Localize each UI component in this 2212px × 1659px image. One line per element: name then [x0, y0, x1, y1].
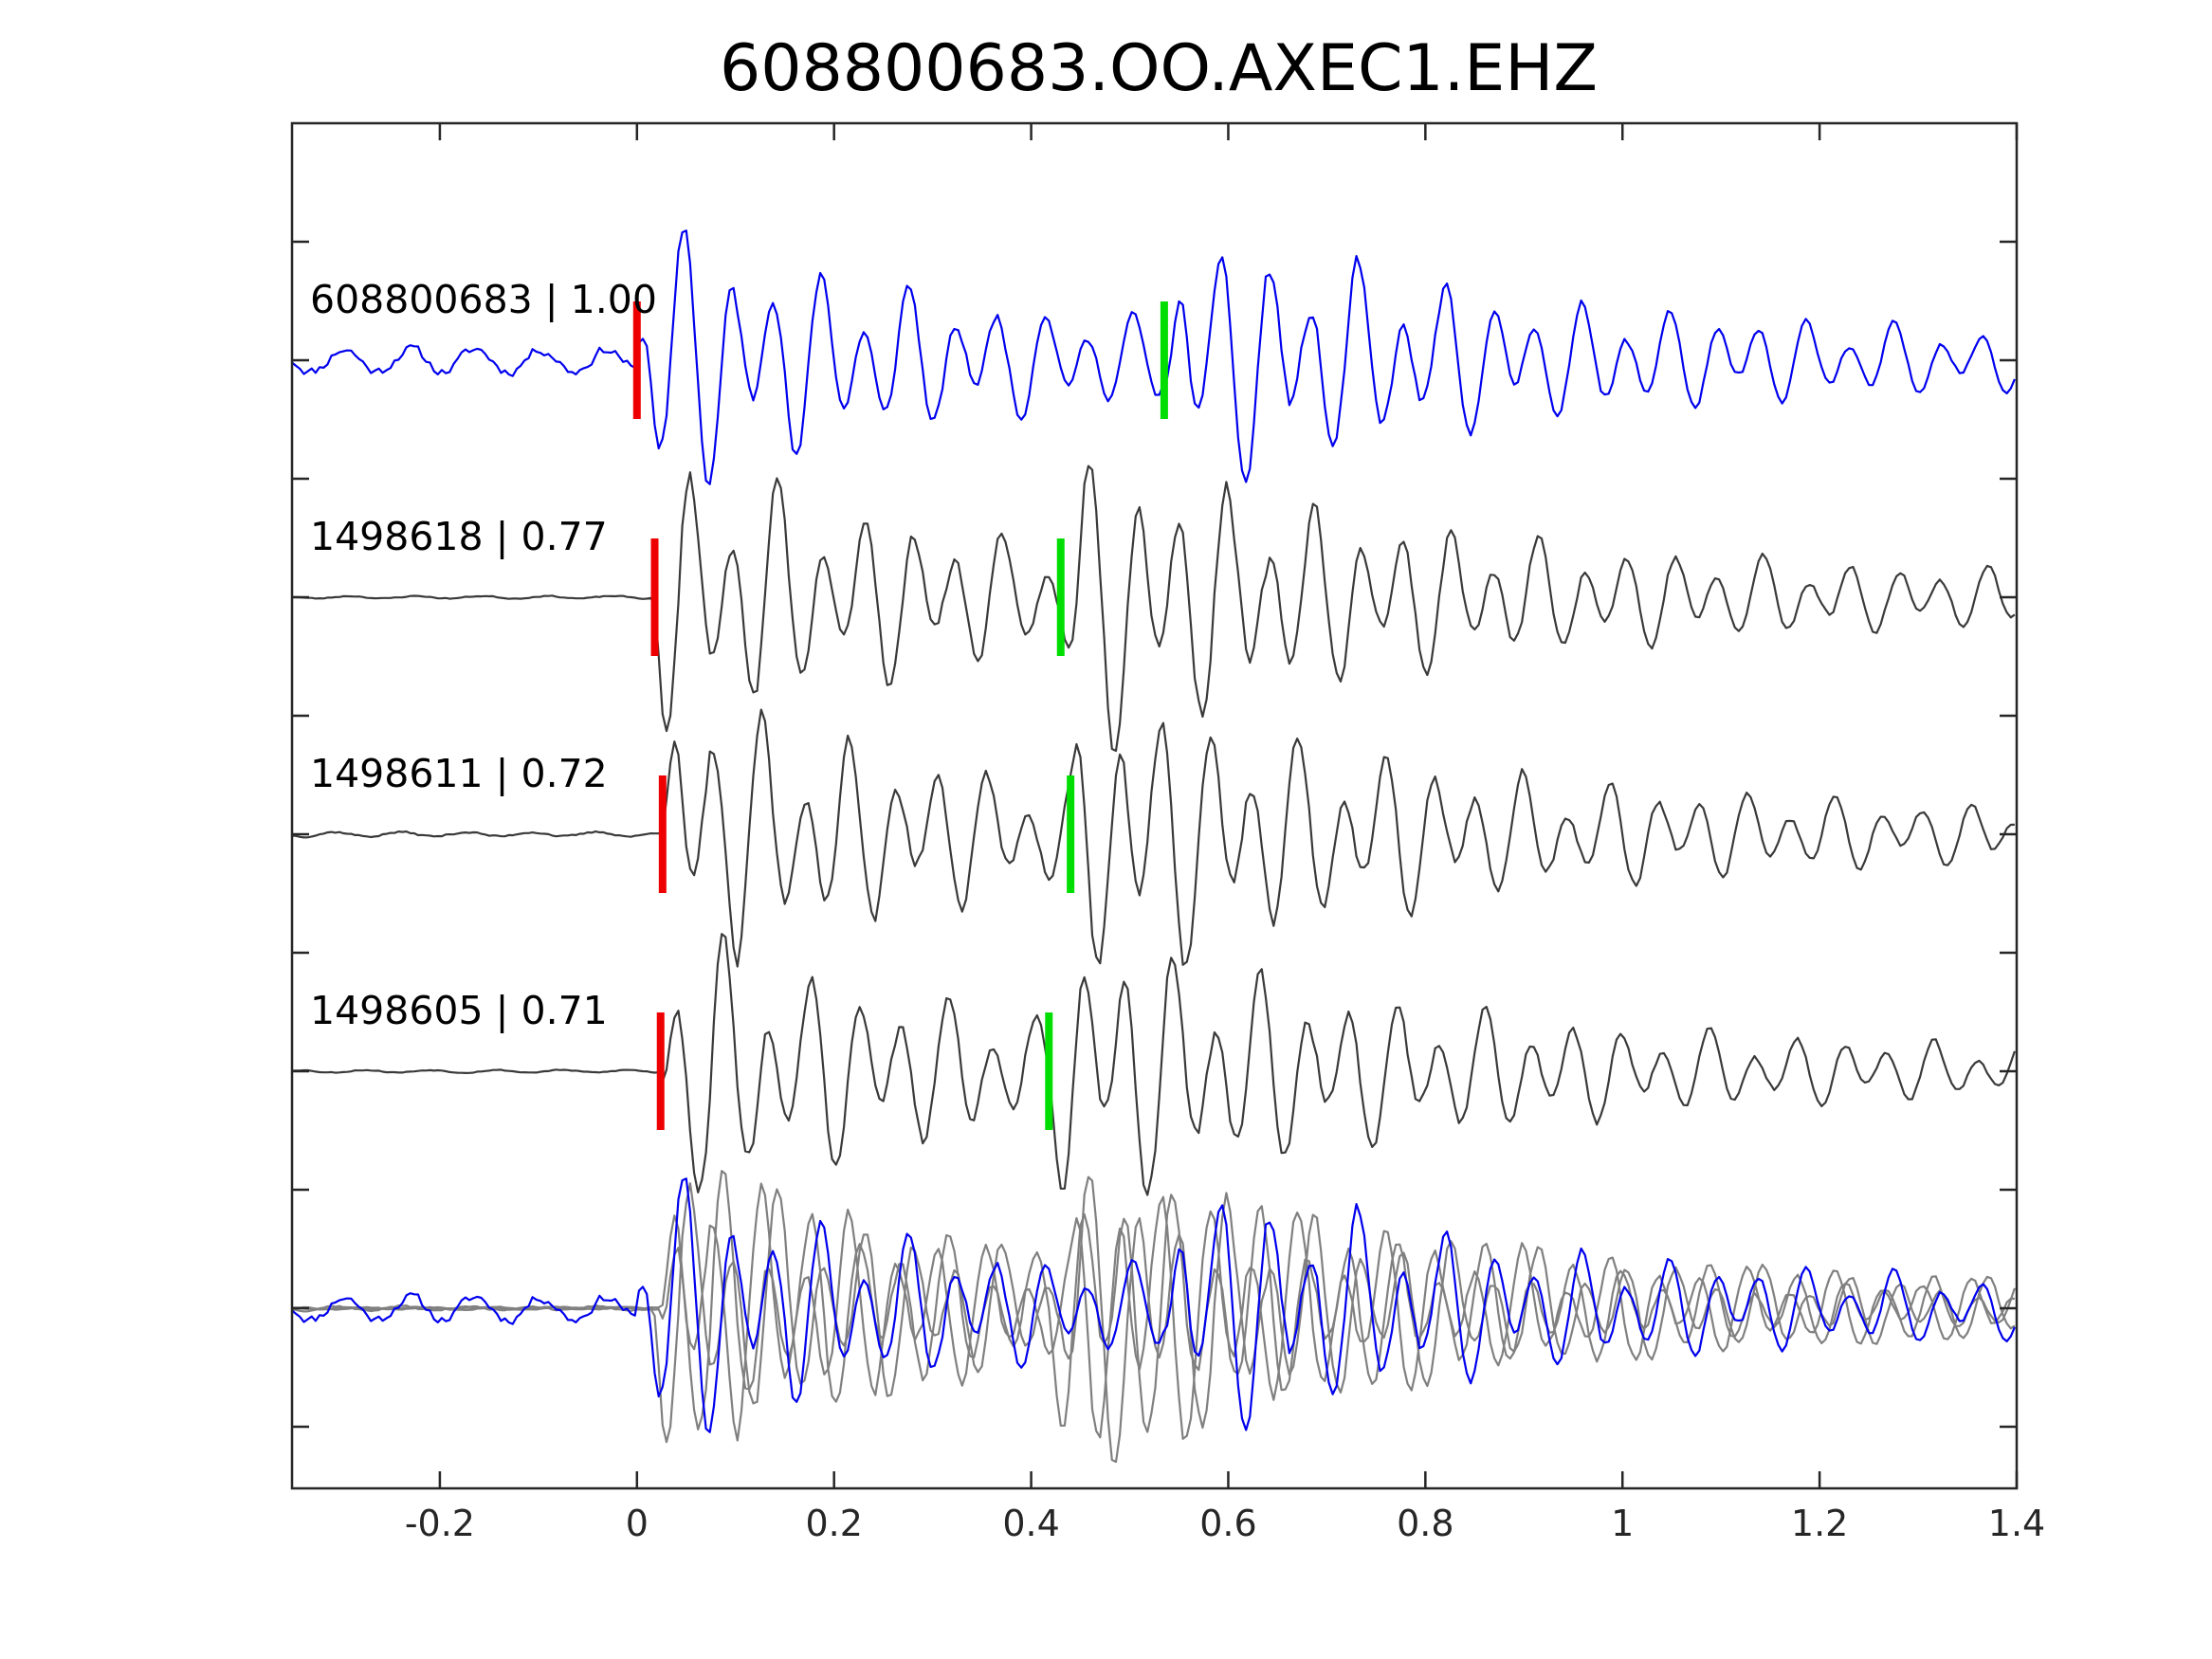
x-tick-label: 0.6: [1199, 1503, 1256, 1544]
y-axis-ticks: [292, 240, 2017, 1429]
plot-axes-box: [290, 121, 2019, 1490]
x-tick-label: 0: [626, 1503, 649, 1544]
overlay-stack: [291, 1170, 2016, 1464]
trace-label-1498611: 1498611 | 0.72: [310, 751, 608, 796]
trace-label-608800683: 608800683 | 1.00: [310, 277, 657, 322]
trace-608800683: [291, 229, 2016, 485]
traces-layer: [291, 229, 2016, 1464]
x-axis-ticks: -0.2 0 0.2 0.4 0.6 0.8 1 1.2 1.4: [405, 123, 2045, 1544]
chart-title: 608800683.OO.AXEC1.EHZ: [720, 31, 1598, 106]
x-tick-label: 0.8: [1397, 1503, 1453, 1544]
picks-layer: [632, 301, 1168, 1130]
overlay-trace-1498605: [291, 1170, 2016, 1433]
trace-1498605: [291, 933, 2016, 1196]
trace-labels: 608800683 | 1.00 1498618 | 0.77 1498611 | …: [310, 277, 657, 1033]
overlay-trace-1498618: [291, 1176, 2016, 1464]
x-tick-label: 0.2: [805, 1503, 862, 1544]
x-tick-label: 1.4: [1988, 1503, 2045, 1544]
x-tick-label: 1.2: [1791, 1503, 1848, 1544]
x-tick-label: 1: [1611, 1503, 1634, 1544]
x-tick-label: -0.2: [405, 1503, 475, 1544]
trace-label-1498618: 1498618 | 0.77: [310, 514, 608, 559]
trace-label-1498605: 1498605 | 0.71: [310, 988, 608, 1033]
trace-1498611: [291, 708, 2015, 968]
trace-1498618: [291, 465, 2016, 753]
overlay-trace-608800683: [291, 1177, 2016, 1433]
x-tick-label: 0.4: [1002, 1503, 1059, 1544]
